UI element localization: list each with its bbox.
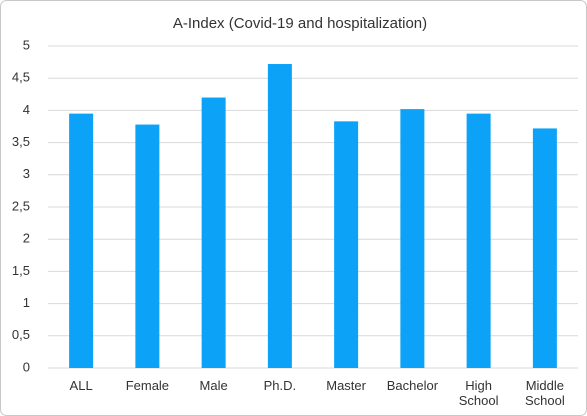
y-tick-label: 1,5 — [12, 263, 30, 278]
y-tick-label: 3 — [23, 166, 30, 181]
y-tick-label: 0 — [23, 359, 30, 374]
y-tick-label: 4 — [23, 102, 30, 117]
bar — [532, 128, 557, 368]
y-tick-label: 0,5 — [12, 327, 30, 342]
x-tick-label: Male — [199, 378, 228, 393]
bar — [334, 121, 359, 369]
bar — [69, 113, 94, 369]
bar — [267, 64, 292, 369]
x-tick-label: Ph.D. — [263, 378, 297, 393]
x-tick-label: Middle School — [525, 378, 565, 408]
x-tick-label: Master — [326, 378, 366, 393]
y-tick-label: 3,5 — [12, 134, 30, 149]
chart-title: A-Index (Covid-19 and hospitalization) — [173, 15, 427, 32]
y-tick-label: 2,5 — [12, 198, 30, 213]
x-tick-label: High School — [458, 378, 499, 408]
bar — [466, 113, 491, 369]
x-tick-label: Bachelor — [386, 378, 439, 393]
y-tick-label: 5 — [23, 37, 30, 52]
x-tick-label: Female — [125, 378, 170, 393]
bar — [201, 97, 226, 369]
bar — [135, 124, 160, 369]
y-tick-label: 1 — [23, 295, 30, 310]
y-tick-label: 4,5 — [12, 70, 30, 85]
bar — [400, 109, 425, 368]
y-tick-label: 2 — [23, 231, 30, 246]
x-tick-label: ALL — [69, 378, 93, 393]
